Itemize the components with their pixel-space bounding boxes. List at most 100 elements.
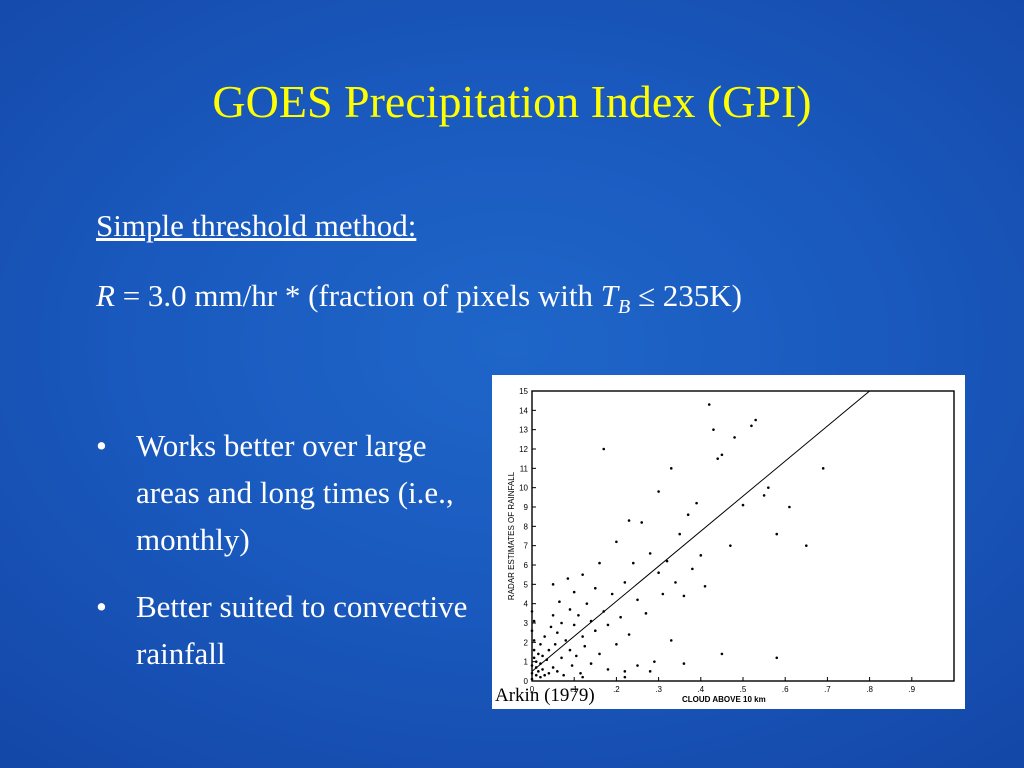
- data-point: [775, 656, 779, 660]
- x-tick-label: .1: [571, 685, 578, 694]
- data-point: [627, 519, 631, 522]
- x-tick-label: .4: [697, 685, 704, 694]
- data-point: [545, 658, 549, 662]
- data-point: [716, 457, 719, 460]
- data-point: [602, 447, 606, 451]
- data-point: [682, 594, 686, 598]
- regression-line: [531, 390, 870, 672]
- data-point: [530, 629, 534, 633]
- y-tick-label: 3: [524, 619, 529, 628]
- y-tick-label: 8: [524, 522, 529, 531]
- bullet-list: • Works better over large areas and long…: [96, 422, 476, 697]
- data-point: [581, 573, 584, 576]
- y-tick-label: 13: [519, 426, 528, 435]
- x-tick-label: .7: [824, 685, 831, 694]
- data-point: [551, 613, 555, 617]
- data-point: [568, 648, 572, 652]
- data-point: [575, 654, 578, 658]
- x-tick-label: .2: [613, 685, 620, 694]
- data-point: [537, 652, 540, 656]
- data-point: [682, 662, 686, 665]
- method-subheading: Simple threshold method:: [96, 208, 417, 243]
- data-point: [741, 503, 745, 507]
- data-point: [821, 467, 825, 470]
- x-tick-label: .6: [782, 685, 789, 694]
- data-point: [534, 660, 538, 663]
- data-point: [648, 670, 652, 673]
- bullet-text: Works better over large areas and long t…: [136, 428, 454, 557]
- x-tick-label: .8: [866, 685, 873, 694]
- data-point: [720, 453, 724, 457]
- data-point: [532, 619, 536, 623]
- data-point: [539, 675, 542, 679]
- y-tick-label: 6: [524, 561, 529, 570]
- data-point: [583, 644, 587, 648]
- data-point: [570, 664, 574, 667]
- data-point: [541, 654, 544, 658]
- data-point: [532, 648, 536, 652]
- x-tick-label: 0: [530, 685, 535, 694]
- x-tick-label: .9: [908, 685, 915, 694]
- data-point: [572, 590, 576, 594]
- data-point: [532, 656, 536, 660]
- formula-equals: =: [122, 278, 141, 313]
- data-point: [549, 625, 553, 629]
- data-point: [775, 532, 779, 536]
- data-point: [556, 631, 559, 634]
- data-point: [553, 642, 557, 646]
- data-point: [805, 544, 808, 547]
- gpi-formula: R = 3.0 mm/hr * (fraction of pixels with…: [96, 278, 742, 319]
- x-tick-label: .5: [740, 685, 747, 694]
- data-point: [648, 552, 652, 555]
- data-point: [530, 677, 534, 681]
- scatter-figure: 0 1 2 3 4 5 6 7 8 9 10 11 12 13 14 15 0.1.2.3.4.5.6.7.8.…: [492, 375, 965, 709]
- data-point: [615, 540, 618, 544]
- data-point: [636, 664, 639, 667]
- data-point: [585, 602, 589, 605]
- bullet-marker: •: [96, 589, 107, 624]
- y-tick-label: 1: [524, 658, 529, 667]
- data-point: [551, 583, 555, 586]
- data-point: [530, 610, 534, 613]
- data-point: [712, 428, 715, 431]
- data-point: [564, 639, 568, 642]
- data-point: [602, 610, 606, 613]
- bullet-item: • Better suited to convective rainfall: [96, 583, 476, 677]
- formula-operator: ≤: [638, 278, 656, 313]
- y-tick-label: 2: [524, 638, 529, 647]
- formula-text-end: 235K): [662, 278, 742, 313]
- data-point: [572, 623, 576, 627]
- data-point: [623, 675, 627, 679]
- data-point: [695, 501, 698, 505]
- data-point: [657, 490, 660, 493]
- y-axis-label: RADAR ESTIMATES OF RAINFALL: [507, 471, 516, 600]
- y-tick-label: 11: [520, 464, 529, 473]
- data-point: [539, 642, 542, 646]
- data-point: [581, 635, 584, 638]
- y-tick-label: 0: [524, 677, 529, 686]
- data-point: [767, 486, 770, 489]
- data-point: [627, 633, 631, 636]
- data-point: [699, 554, 703, 557]
- data-point: [636, 598, 639, 602]
- data-point: [539, 662, 542, 665]
- data-point: [534, 666, 538, 669]
- data-point: [534, 673, 538, 677]
- plot-frame: [531, 390, 955, 682]
- data-point: [541, 668, 544, 671]
- data-point: [566, 577, 570, 580]
- data-point: [594, 586, 597, 590]
- y-tick-label: 7: [524, 542, 529, 551]
- data-point: [560, 656, 563, 660]
- formula-rain-rate-symbol: R: [96, 278, 115, 313]
- data-point: [623, 581, 627, 584]
- data-point: [579, 671, 582, 675]
- data-point: [589, 662, 593, 665]
- data-point: [661, 592, 665, 596]
- data-point: [669, 639, 673, 642]
- data-point: [543, 635, 546, 638]
- data-point: [729, 544, 732, 547]
- data-point: [530, 671, 534, 675]
- data-point: [678, 532, 681, 536]
- y-tick-label: 5: [524, 580, 529, 589]
